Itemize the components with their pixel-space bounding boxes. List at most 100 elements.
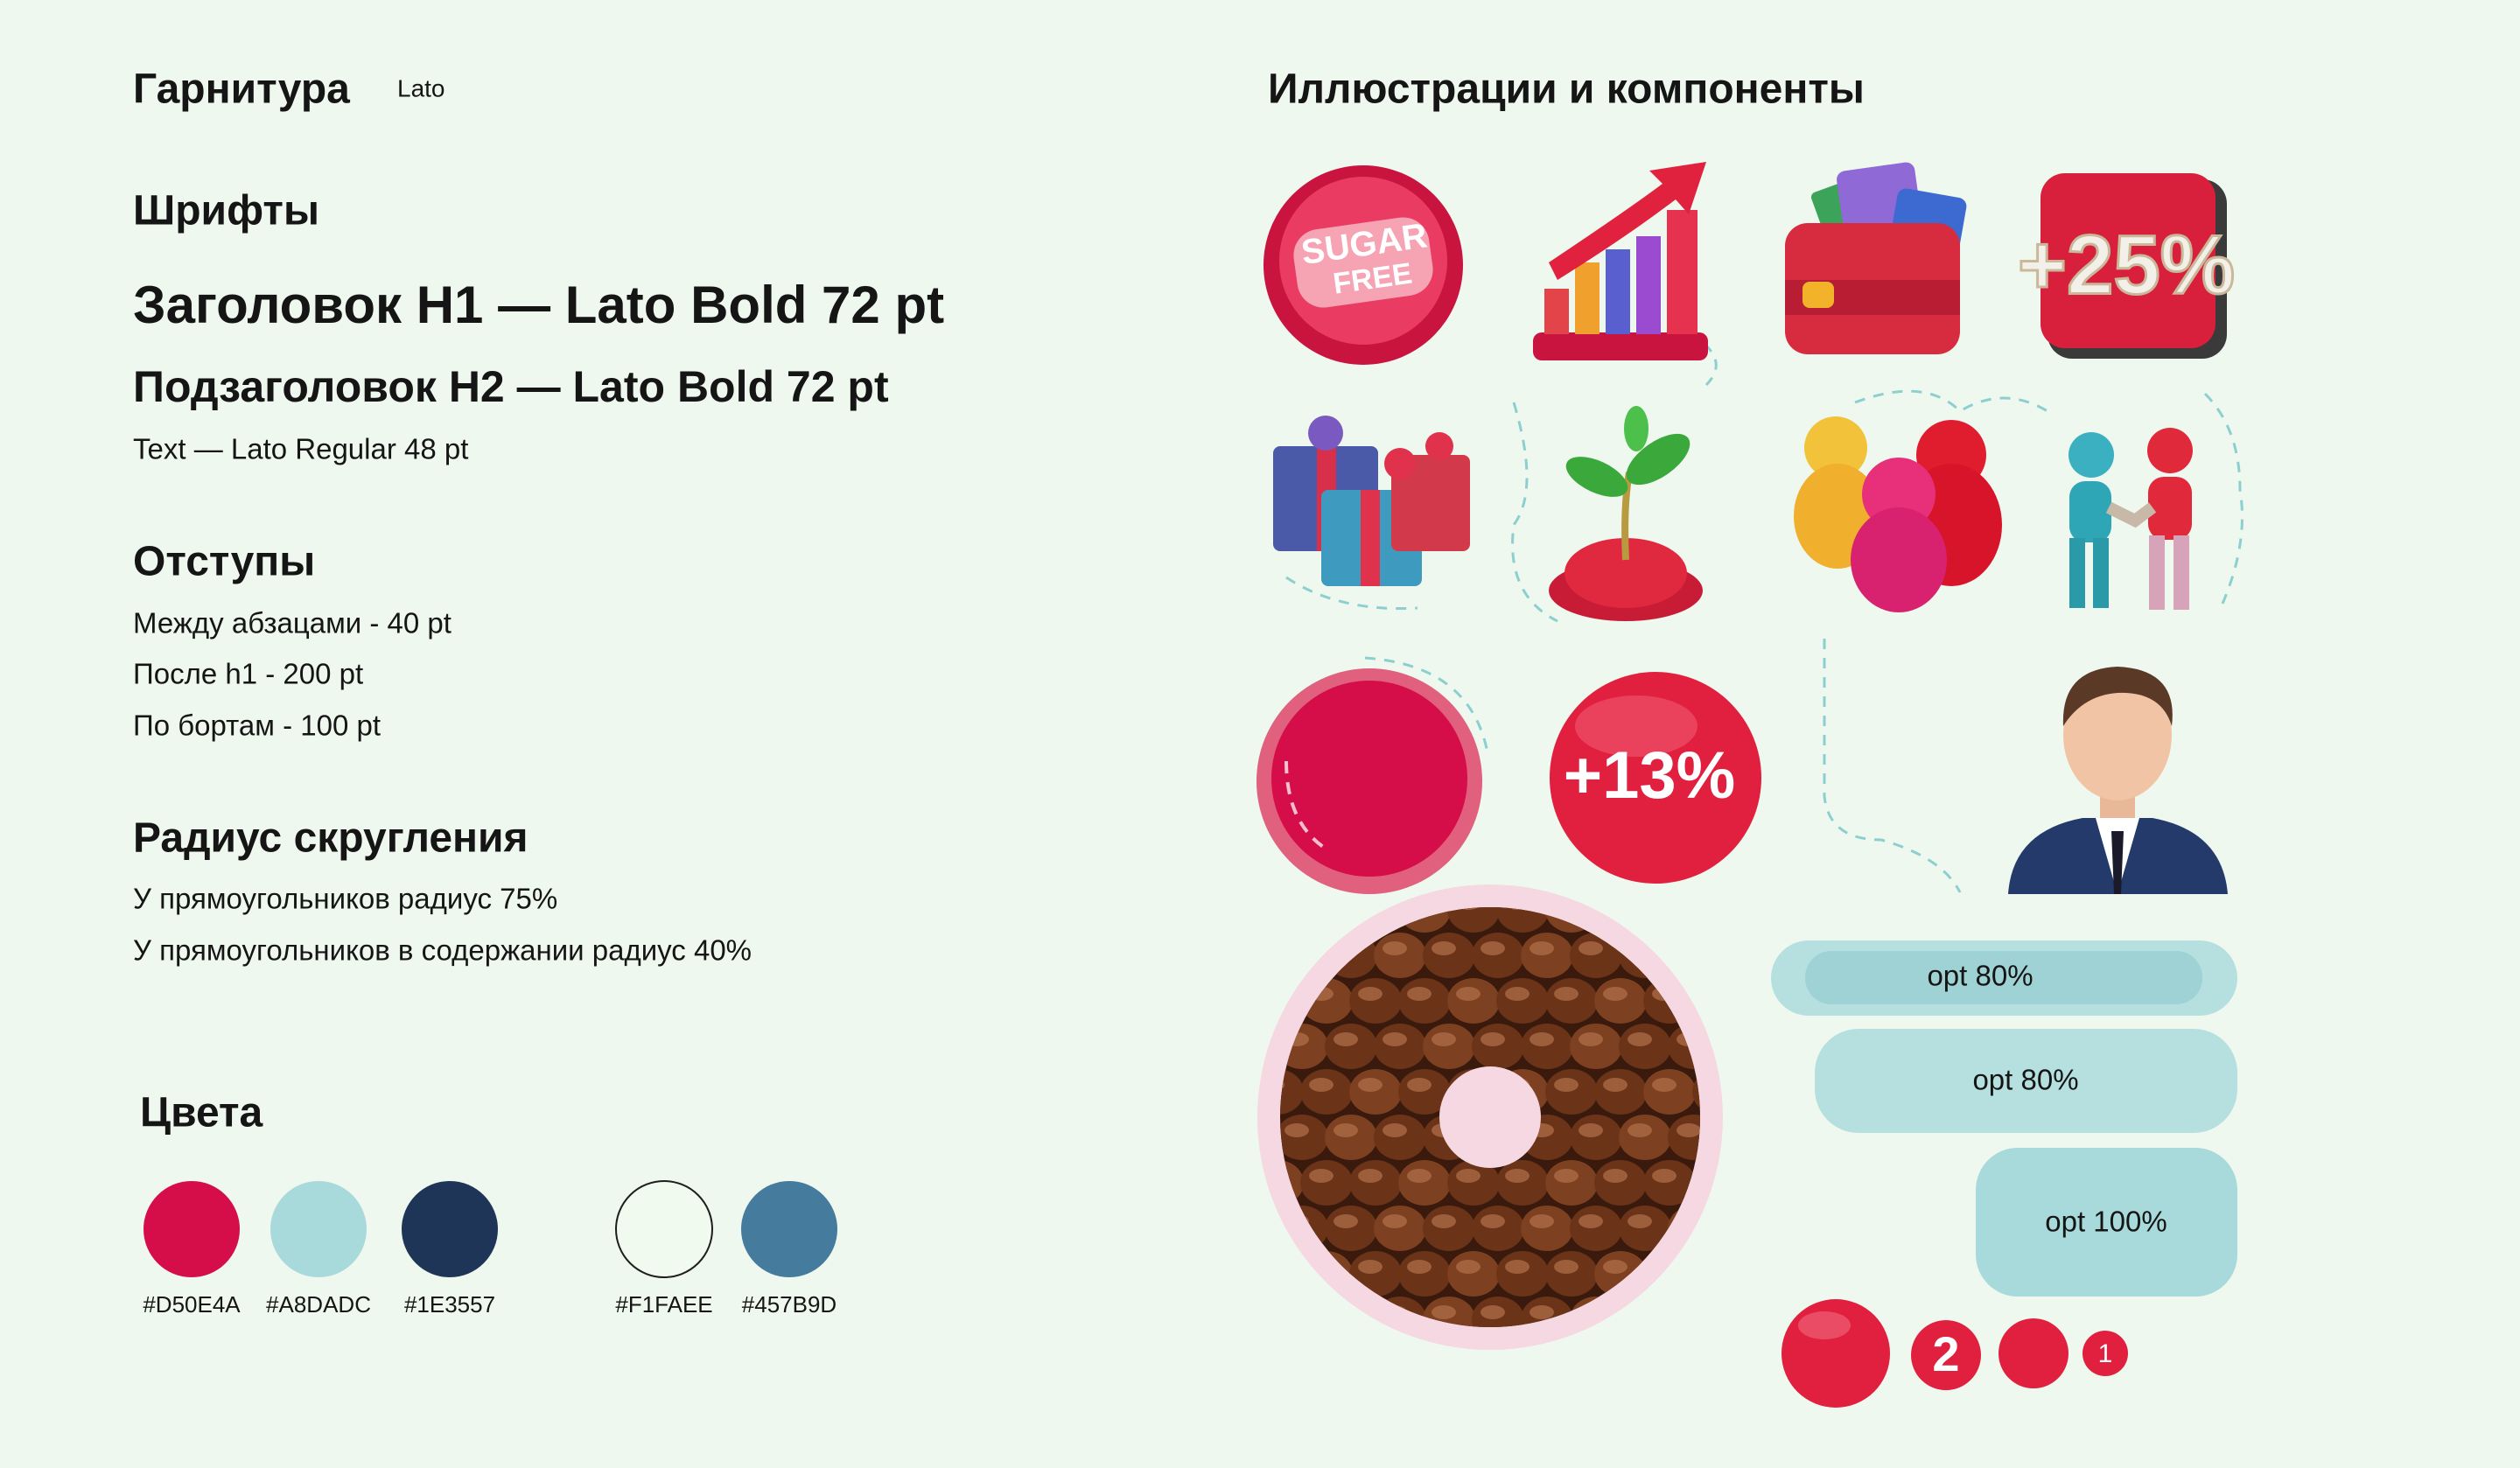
chocolate-highlight [1652,1169,1676,1183]
chocolate [1325,1115,1377,1160]
discount-icon: +25% [2016,173,2236,359]
chocolate-highlight [1456,1169,1480,1183]
sugar-free-icon: SUGAR FREE [1264,165,1463,365]
h2-sample: Подзаголовок H2 — Lato Bold 72 pt [133,362,889,411]
chocolate-highlight [1676,1123,1700,1137]
chocolate-highlight [1530,1032,1554,1046]
chocolate [1619,1115,1671,1160]
chocolate [1594,1160,1647,1206]
button-opt80-b[interactable]: opt 80% [1815,1029,2237,1133]
chocolate-highlight [1554,1169,1578,1183]
chocolate [1374,1115,1426,1160]
chocolate-highlight [1309,1169,1334,1183]
swatches: #D50E4A #A8DADC #1E3557 #F1FAEE #457B9D [143,1180,837,1318]
chocolate-highlight [1480,941,1505,955]
chocolate [1325,1024,1377,1069]
chocolate-highlight [1480,1305,1505,1319]
connector [1364,656,1489,753]
gummy-bears-icon [1794,416,2002,612]
chocolate-highlight [1628,1032,1652,1046]
counter-balls: 2 1 [1782,1299,2128,1408]
businessman-avatar [2008,667,2228,894]
chocolate [1496,978,1549,1024]
chocolate [1374,1024,1426,1069]
spacing-item: По бортам - 100 pt [133,710,381,742]
chocolate [1374,1206,1426,1251]
chocolate [1472,1024,1524,1069]
chocolate [1423,933,1475,978]
chocolate [1300,1160,1353,1206]
chocolate [1545,1160,1598,1206]
section-title: Цвета [140,1090,263,1136]
chocolate [1521,1206,1573,1251]
button-label: opt 80% [1972,1064,2078,1096]
chocolate [1447,978,1500,1024]
badge-text: +25% [2018,218,2235,311]
connector [1823,639,1962,893]
chocolate-highlight [1603,1078,1628,1092]
chocolate [1619,1024,1671,1069]
chocolate [1300,1069,1353,1115]
text-sample: Text — Lato Regular 48 pt [133,433,468,465]
chocolate-highlight [1407,987,1432,1001]
chocolate [1280,1069,1304,1115]
handshake-icon [2068,428,2193,610]
chocolate-highlight [1578,1123,1603,1137]
color-code: #D50E4A [143,1291,241,1318]
chocolate [1545,1069,1598,1115]
font-name: Lato [397,74,445,101]
chocolate-highlight [1554,1260,1578,1274]
chocolate-highlight [1382,1214,1407,1228]
radius-item: У прямоугольников радиус 75% [133,883,557,915]
chocolate [1398,1160,1451,1206]
chocolate [1280,1115,1328,1160]
chocolate [1423,1206,1475,1251]
chocolate-highlight [1505,987,1530,1001]
color-swatch [615,1180,713,1278]
chocolate [1349,1160,1402,1206]
chocolate [1496,1160,1549,1206]
section-title: Иллюстрации и компоненты [1268,66,1865,113]
chocolate [1472,1206,1524,1251]
color-code: #A8DADC [266,1291,371,1318]
chocolate-highlight [1480,1032,1505,1046]
button-opt80-a[interactable]: opt 80% [1771,940,2237,1016]
chocolate-highlight [1628,1214,1652,1228]
chocolate-highlight [1480,1214,1505,1228]
percent-ball: +13% [1550,672,1761,884]
chocolate-highlight [1578,1214,1603,1228]
chocolate-highlight [1432,941,1456,955]
chocolate-highlight [1309,1078,1334,1092]
chocolate [1496,1251,1549,1297]
chocolate-highlight [1382,1032,1407,1046]
chocolate [1545,978,1598,1024]
chocolate-highlight [1407,1078,1432,1092]
chocolate [1325,1206,1377,1251]
chocolate-highlight [1407,1169,1432,1183]
chocolate-highlight [1578,941,1603,955]
button-opt100[interactable]: opt 100% [1976,1148,2237,1297]
chocolate-highlight [1603,1260,1628,1274]
chocolate-highlight [1456,1260,1480,1274]
chocolate [1374,933,1426,978]
chocolate-highlight [1505,1169,1530,1183]
spacing-item: После h1 - 200 pt [133,658,363,690]
connector [1285,576,1418,611]
chocolate-highlight [1530,1214,1554,1228]
gifts-icon [1273,416,1470,586]
h1-sample: Заголовок H1 — Lato Bold 72 pt [133,276,944,334]
chocolate-highlight [1603,1169,1628,1183]
chocolate [1423,1024,1475,1069]
chocolate-highlight [1432,1214,1456,1228]
chocolate [1447,907,1500,933]
chocolate [1349,978,1402,1024]
chocolate [1521,933,1573,978]
chocolate-highlight [1358,1260,1382,1274]
chocolate-highlight [1432,1305,1456,1319]
chocolate-highlight [1530,1305,1554,1319]
color-code: #457B9D [742,1291,836,1318]
chocolate-highlight [1358,1078,1382,1092]
chocolate-highlight [1652,1078,1676,1092]
chocolate-highlight [1334,1214,1358,1228]
